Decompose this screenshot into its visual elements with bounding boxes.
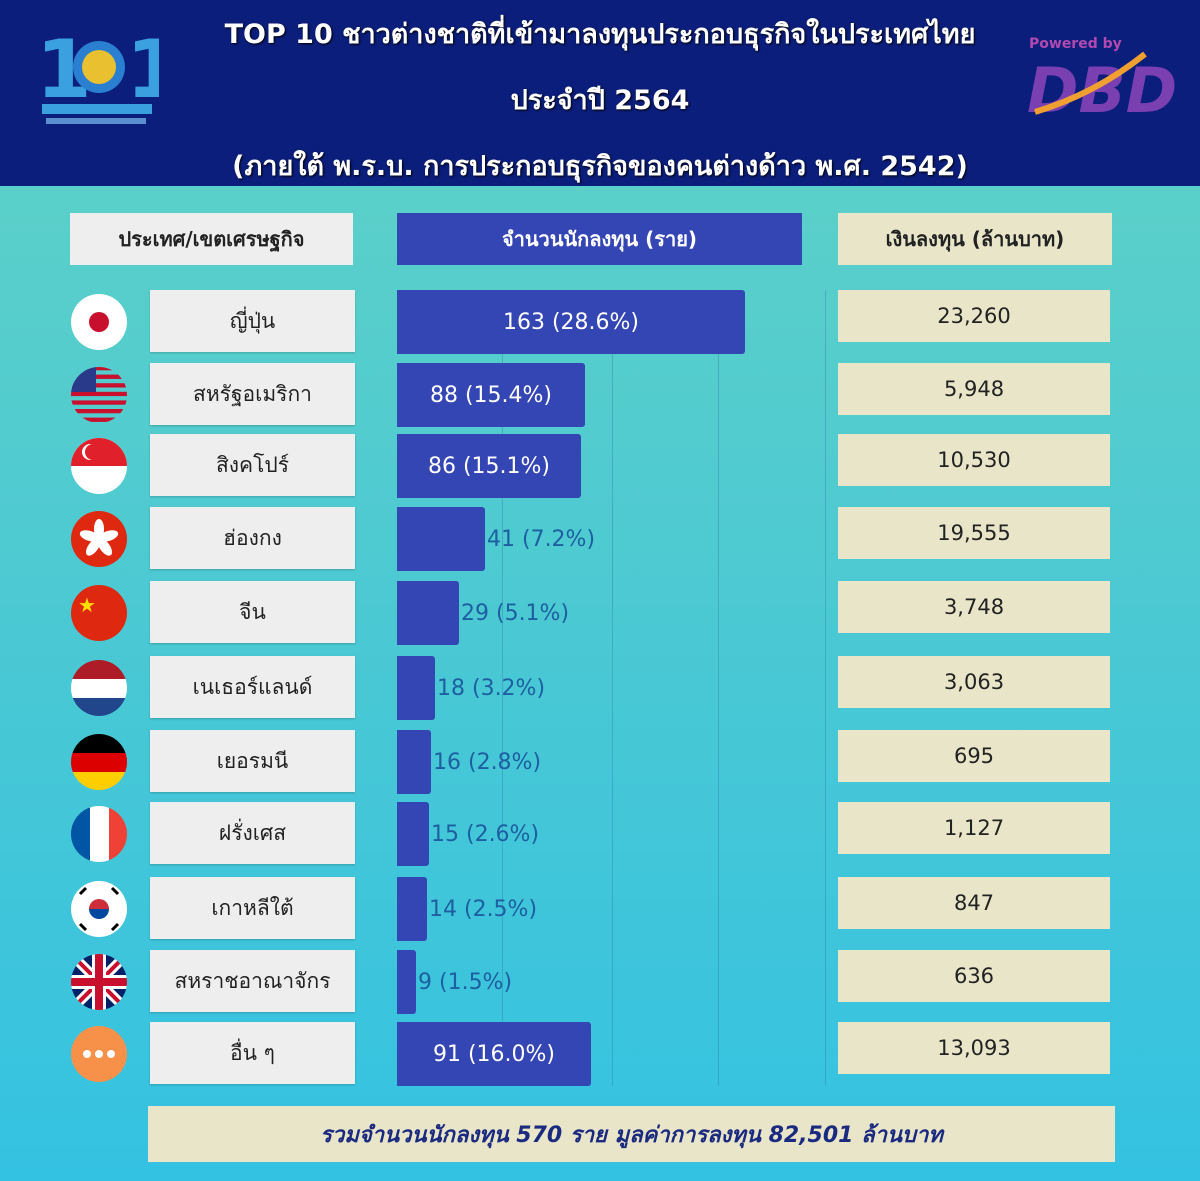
capital-value: 5,948 (838, 363, 1110, 415)
table-row: ฮ่องกง 41 (7.2%) 19,555 (0, 507, 1200, 571)
capital-value: 10,530 (838, 434, 1110, 486)
table-row: ฝรั่งเศส 15 (2.6%) 1,127 (0, 802, 1200, 866)
bar-label: 14 (2.5%) (429, 896, 538, 922)
others-icon (71, 1026, 127, 1082)
table-row: สหราชอาณาจักร 9 (1.5%) 636 (0, 950, 1200, 1014)
capital-value: 23,260 (838, 290, 1110, 342)
france-flag (71, 806, 127, 862)
bar-label: 163 (28.6%) (502, 309, 640, 335)
table-row: สหรัฐอเมริกา 88 (15.4%) 5,948 (0, 363, 1200, 427)
country-name: เยอรมนี (150, 730, 355, 792)
title-line-3: (ภายใต้ พ.ร.บ. การประกอบธุรกิจของคนต่างด… (232, 151, 968, 182)
table-row: เยอรมนี 16 (2.8%) 695 (0, 730, 1200, 794)
svg-text:Powered by: Powered by (1029, 36, 1122, 52)
investor-bar (397, 950, 416, 1014)
bar-label: 15 (2.6%) (431, 821, 540, 847)
country-name: จีน (150, 581, 355, 643)
country-name: เกาหลีใต้ (150, 877, 355, 939)
capital-value: 3,063 (838, 656, 1110, 708)
bar-label: 18 (3.2%) (437, 675, 546, 701)
usa-flag (71, 367, 127, 422)
table-row: เนเธอร์แลนด์ 18 (3.2%) 3,063 (0, 656, 1200, 720)
country-name: สหราชอาณาจักร (150, 950, 355, 1012)
table-row: สิงคโปร์ 86 (15.1%) 10,530 (0, 434, 1200, 498)
japan-flag (71, 294, 127, 350)
table-row: ญี่ปุ่น 163 (28.6%) 23,260 (0, 290, 1200, 354)
country-name: ฮ่องกง (150, 507, 355, 569)
column-header-capital: เงินลงทุน (ล้านบาท) (838, 213, 1112, 265)
investor-bar (397, 581, 459, 645)
country-name: อื่น ๆ (150, 1022, 355, 1084)
capital-value: 13,093 (838, 1022, 1110, 1074)
capital-value: 695 (838, 730, 1110, 782)
singapore-flag (71, 438, 127, 494)
capital-value: 19,555 (838, 507, 1110, 559)
investor-bar (397, 290, 745, 354)
table-row: อื่น ๆ 91 (16.0%) 13,093 (0, 1022, 1200, 1086)
gridline (502, 290, 503, 1086)
capital-value: 1,127 (838, 802, 1110, 854)
investor-bar (397, 363, 585, 427)
column-header-investors: จำนวนนักลงทุน (ราย) (397, 213, 802, 265)
gridline (718, 290, 719, 1086)
gridline (612, 290, 613, 1086)
svg-text:1: 1 (126, 23, 159, 116)
korea-flag (71, 881, 127, 937)
bar-label: 86 (15.1%) (427, 453, 551, 479)
title-line-1: TOP 10 ชาวต่างชาติที่เข้ามาลงทุนประกอบธุ… (224, 19, 976, 50)
bar-label: 91 (16.0%) (432, 1041, 556, 1067)
capital-value: 847 (838, 877, 1110, 929)
bar-label: 88 (15.4%) (429, 382, 553, 408)
bar-label: 29 (5.1%) (461, 600, 570, 626)
total-summary: รวมจำนวนนักลงทุน 570 ราย มูลค่าการลงทุน … (148, 1106, 1115, 1162)
header: 1 1 TOP 10 ชาวต่างชาติที่เข้ามาลงทุนประก… (0, 0, 1200, 186)
title-line-2: ประจำปี 2564 (510, 85, 690, 116)
china-flag: ★ (71, 585, 127, 641)
table-row: เกาหลีใต้ 14 (2.5%) 847 (0, 877, 1200, 941)
bar-label: 41 (7.2%) (487, 526, 596, 552)
germany-flag (71, 734, 127, 790)
column-header-country: ประเทศ/เขตเศรษฐกิจ (70, 213, 353, 265)
netherlands-flag (71, 660, 127, 716)
investor-bar (397, 434, 581, 498)
country-name: สหรัฐอเมริกา (150, 363, 355, 425)
country-name: สิงคโปร์ (150, 434, 355, 496)
svg-text:★: ★ (78, 593, 96, 617)
capital-value: 636 (838, 950, 1110, 1002)
bar-label: 9 (1.5%) (418, 969, 513, 995)
table-row: ★ จีน 29 (5.1%) 3,748 (0, 581, 1200, 645)
ministry-of-commerce-logo: 1 1 (36, 23, 159, 124)
gridline (825, 290, 826, 1086)
capital-value: 3,748 (838, 581, 1110, 633)
investor-bar (397, 802, 429, 866)
dbd-logo: Powered by DBD (1027, 36, 1175, 119)
investor-bar (397, 877, 427, 941)
investor-bar (397, 730, 431, 794)
investor-bar (397, 507, 485, 571)
investor-bar (397, 656, 435, 720)
country-name: เนเธอร์แลนด์ (150, 656, 355, 718)
bar-label: 16 (2.8%) (433, 749, 542, 775)
uk-flag (71, 954, 127, 1010)
investor-bar (397, 1022, 591, 1086)
country-name: ฝรั่งเศส (150, 802, 355, 864)
country-name: ญี่ปุ่น (150, 290, 355, 352)
hongkong-flag (71, 511, 127, 567)
